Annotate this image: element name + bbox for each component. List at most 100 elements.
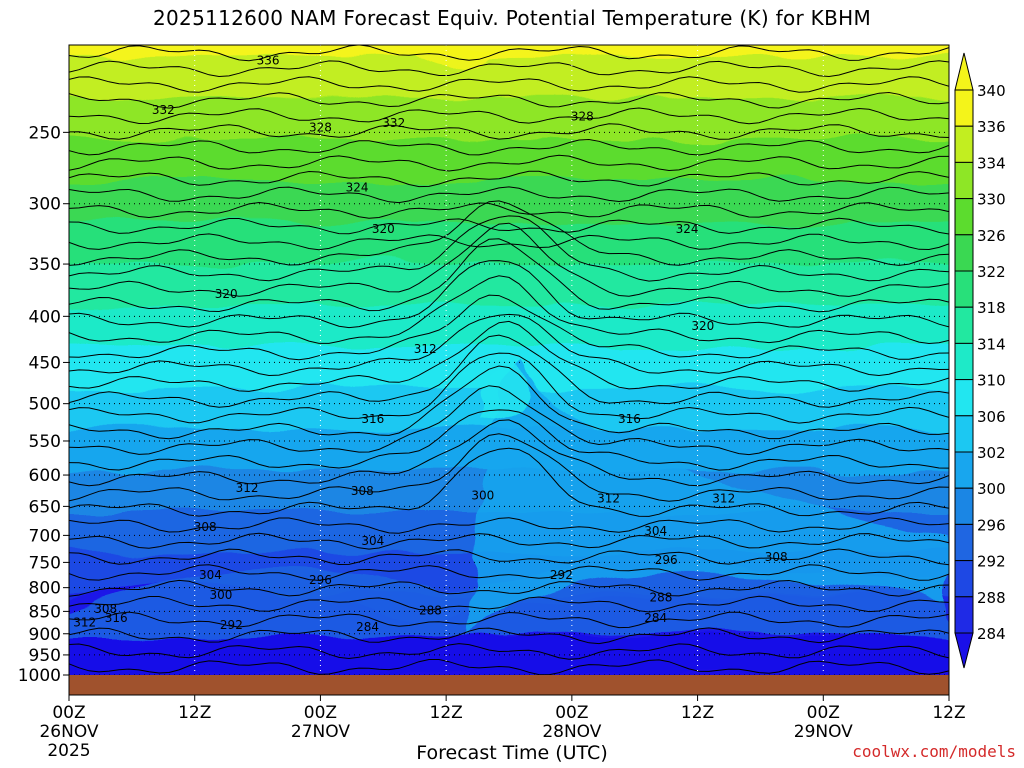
colorbar-extend-top <box>954 52 974 91</box>
y-tick-label: 900 <box>29 625 61 645</box>
colorbar-label: 284 <box>977 625 1006 643</box>
colorbar-label: 322 <box>977 263 1006 281</box>
contour-line <box>69 76 949 93</box>
contour-line <box>69 643 949 660</box>
contour-line <box>69 215 949 282</box>
colorbar-label: 334 <box>977 154 1006 172</box>
contour-label: 304 <box>199 568 222 582</box>
y-tick-label: 1000 <box>18 666 61 686</box>
contour-label: 312 <box>597 491 620 505</box>
colorbar-label: 300 <box>977 480 1006 498</box>
contour-label: 288 <box>649 590 672 604</box>
ground-surface <box>69 675 949 695</box>
contour-line <box>69 433 949 502</box>
colorbar-label: 336 <box>977 118 1006 136</box>
x-tick-label: 12Z <box>932 703 965 723</box>
x-axis-title: Forecast Time (UTC) <box>416 742 608 764</box>
x-tick-label: 2025 <box>47 741 90 761</box>
contour-label: 320 <box>372 222 395 236</box>
contour-line <box>69 186 949 204</box>
contour-label: 308 <box>765 550 788 564</box>
colorbar-swatch <box>954 379 974 417</box>
colorbar-swatch <box>954 596 974 634</box>
contour-label: 324 <box>346 181 369 195</box>
x-tick-label: 00Z <box>555 703 588 723</box>
colorbar-swatch <box>954 415 974 453</box>
colorbar-swatch <box>954 234 974 272</box>
chart-title: 2025112600 NAM Forecast Equiv. Potential… <box>153 6 871 30</box>
x-tick-label: 12Z <box>178 703 211 723</box>
contour-label: 324 <box>676 222 699 236</box>
contour-label: 316 <box>361 412 384 426</box>
contour-line <box>69 320 949 392</box>
contour-line <box>69 154 949 172</box>
contour-line <box>69 170 949 188</box>
contour-line <box>69 517 949 534</box>
colorbar-swatch <box>954 125 974 163</box>
contour-line <box>69 107 949 125</box>
contour-line <box>69 60 949 78</box>
contour-line <box>69 579 949 597</box>
contour-line <box>69 260 949 329</box>
y-tick-label: 550 <box>29 432 61 452</box>
contour-line <box>69 595 949 613</box>
contour-line <box>69 365 949 440</box>
contour-line <box>69 238 949 313</box>
colorbar-label: 292 <box>977 553 1006 571</box>
contour-label: 288 <box>419 603 442 617</box>
colorbar-label: 326 <box>977 227 1006 245</box>
y-tick-label: 450 <box>29 353 61 373</box>
contour-label: 292 <box>220 618 243 632</box>
contour-label: 336 <box>257 53 280 67</box>
contour-line <box>69 233 949 251</box>
y-tick-label: 600 <box>29 466 61 486</box>
contour-line <box>69 217 949 235</box>
colorbar-extend-bottom <box>954 632 974 669</box>
contour-line <box>69 275 949 345</box>
contour-label: 332 <box>152 103 175 117</box>
contour-label: 316 <box>105 611 128 625</box>
contour-line <box>69 222 949 297</box>
contour-line <box>69 564 949 581</box>
heatmap-field <box>69 45 949 675</box>
contour-label: 312 <box>414 342 437 356</box>
x-tick-label: 28NOV <box>542 722 601 742</box>
contour-line <box>69 138 949 156</box>
colorbar-label: 340 <box>977 82 1006 100</box>
y-tick-label: 250 <box>29 123 61 143</box>
colorbar-label: 288 <box>977 589 1006 607</box>
contour-line <box>69 334 949 408</box>
contour-label: 284 <box>644 611 667 625</box>
contour-line <box>69 123 949 140</box>
contour-line <box>69 627 949 645</box>
x-tick-label: 26NOV <box>39 722 98 742</box>
x-tick-label: 00Z <box>304 703 337 723</box>
x-tick-label: 00Z <box>807 703 840 723</box>
credit-link[interactable]: coolwx.com/models <box>852 742 1016 761</box>
contour-label: 300 <box>471 488 494 502</box>
y-tick-label: 300 <box>29 195 61 215</box>
contour-label: 312 <box>73 616 96 630</box>
contour-label: 328 <box>571 109 594 123</box>
colorbar-label: 302 <box>977 444 1006 462</box>
colorbar-label: 314 <box>977 335 1006 353</box>
x-tick-label: 29NOV <box>794 722 853 742</box>
y-tick-label: 850 <box>29 602 61 622</box>
contour-label: 312 <box>712 491 735 505</box>
contour-label: 328 <box>309 121 332 135</box>
y-tick-label: 350 <box>29 255 61 275</box>
contour-label: 320 <box>215 287 238 301</box>
contour-label: 296 <box>655 553 678 567</box>
y-tick-label: 700 <box>29 526 61 546</box>
y-tick-label: 400 <box>29 307 61 327</box>
contour-label: 316 <box>618 412 641 426</box>
contour-label: 304 <box>644 524 667 538</box>
colorbar-swatch <box>954 161 974 200</box>
x-tick-label: 27NOV <box>291 722 350 742</box>
x-tick-label: 12Z <box>681 703 714 723</box>
contour-line <box>69 201 949 219</box>
contour-label: 308 <box>194 520 217 534</box>
